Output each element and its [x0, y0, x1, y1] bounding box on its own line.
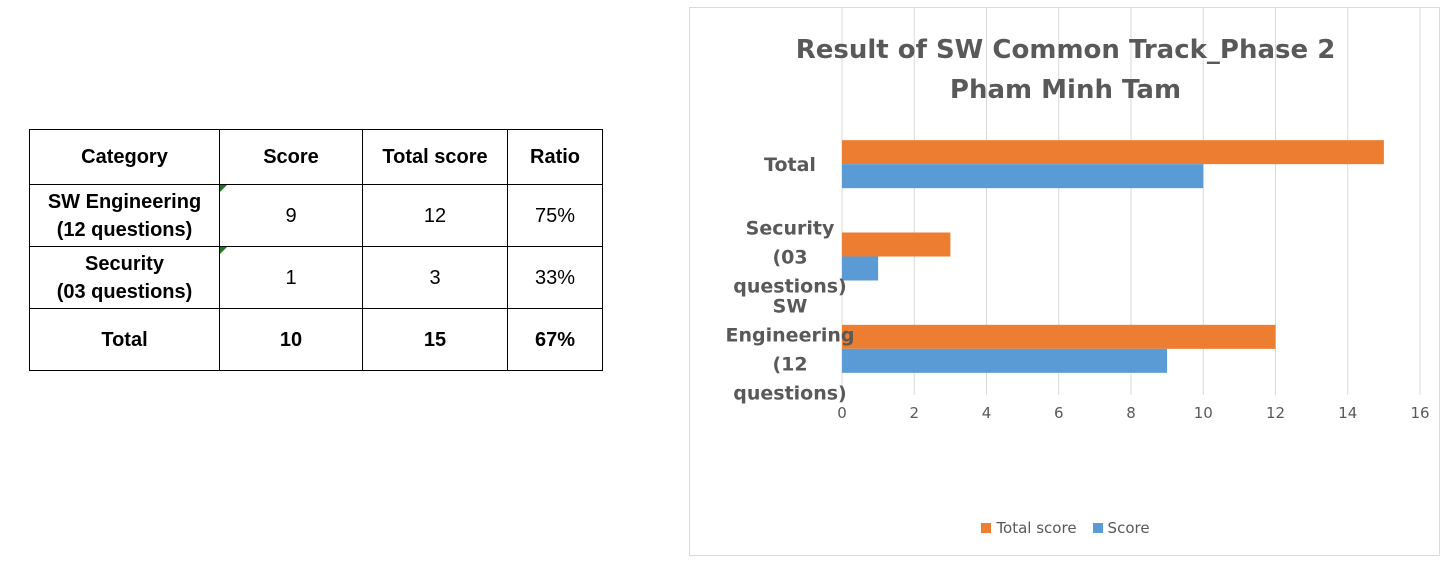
category-label: questions) [733, 276, 847, 298]
category-cell: SW Engineering (12 questions) [29, 184, 220, 247]
total-label-cell: Total [29, 308, 220, 371]
category-label: SW [773, 295, 808, 317]
x-tick-label: 8 [1126, 404, 1136, 422]
bar-score [842, 348, 1168, 373]
category-questions: (12 questions) [56, 218, 193, 241]
category-label: (03 [772, 247, 807, 269]
x-tick-label: 12 [1266, 404, 1285, 422]
category-label: Engineering [726, 324, 855, 346]
x-tick-label: 10 [1194, 404, 1213, 422]
comment-flag-icon [220, 185, 227, 192]
bar-score [842, 164, 1204, 189]
comment-flag-icon [220, 247, 227, 254]
bar-chart: 0 2 4 6 8 10 12 14 16TotalSecurity(03questions)S… [726, 8, 1430, 422]
score-table: Category Score Total score Ratio SW Engi… [29, 129, 603, 371]
bar-total-score [842, 232, 951, 257]
chart-title-line2: Pham Minh Tam [949, 75, 1182, 105]
ratio-cell: 33% [507, 246, 603, 309]
chart-legend: Total score Score [690, 519, 1441, 537]
category-name: Security [85, 252, 164, 275]
category-name: SW Engineering [47, 190, 202, 213]
header-ratio: Ratio [507, 129, 603, 185]
category-label: Total [764, 154, 816, 176]
score-cell: 1 [219, 246, 363, 309]
legend-label: Total score [996, 519, 1077, 537]
bar-total-score [842, 140, 1384, 165]
header-score: Score [219, 129, 363, 185]
chart-container: 0 2 4 6 8 10 12 14 16 Total Security (03 questions) S… [689, 7, 1440, 556]
category-label: questions) [733, 382, 847, 404]
table-total-row: Total 10 15 67% [29, 308, 603, 371]
table-row: Security (03 questions) 1 3 33% [29, 246, 603, 309]
category-cell: Security (03 questions) [29, 246, 220, 309]
x-tick-label: 6 [1054, 404, 1064, 422]
legend-swatch [981, 523, 992, 533]
category-label: (12 [772, 353, 807, 375]
ratio-cell: 75% [507, 184, 603, 247]
header-total-score: Total score [362, 129, 508, 185]
table-row: SW Engineering (12 questions) 9 12 75% [29, 184, 603, 247]
score-cell: 9 [219, 184, 363, 247]
x-tick-label: 16 [1410, 404, 1429, 422]
legend-item: Total score [981, 519, 1077, 537]
total-ratio-cell: 67% [507, 308, 603, 371]
total-score-cell: 12 [362, 184, 508, 247]
table-header-row: Category Score Total score Ratio [29, 129, 603, 185]
bar-total-score [842, 324, 1276, 349]
legend-item: Score [1092, 519, 1150, 537]
header-category: Category [29, 129, 220, 185]
category-questions: (03 questions) [56, 280, 193, 303]
x-tick-label: 2 [909, 404, 919, 422]
legend-swatch [1092, 523, 1103, 533]
legend-label: Score [1107, 519, 1150, 537]
chart-title: Result of SW Common Track_Phase 2 Pham M… [690, 30, 1441, 110]
total-score-sum-cell: 10 [219, 308, 363, 371]
chart-title-line1: Result of SW Common Track_Phase 2 [795, 35, 1336, 65]
x-tick-label: 0 [837, 404, 847, 422]
x-tick-label: 4 [982, 404, 992, 422]
category-label: Security [746, 218, 835, 240]
total-score-cell: 3 [362, 246, 508, 309]
total-max-sum-cell: 15 [362, 308, 508, 371]
x-tick-label: 14 [1338, 404, 1357, 422]
bar-score [842, 256, 879, 281]
